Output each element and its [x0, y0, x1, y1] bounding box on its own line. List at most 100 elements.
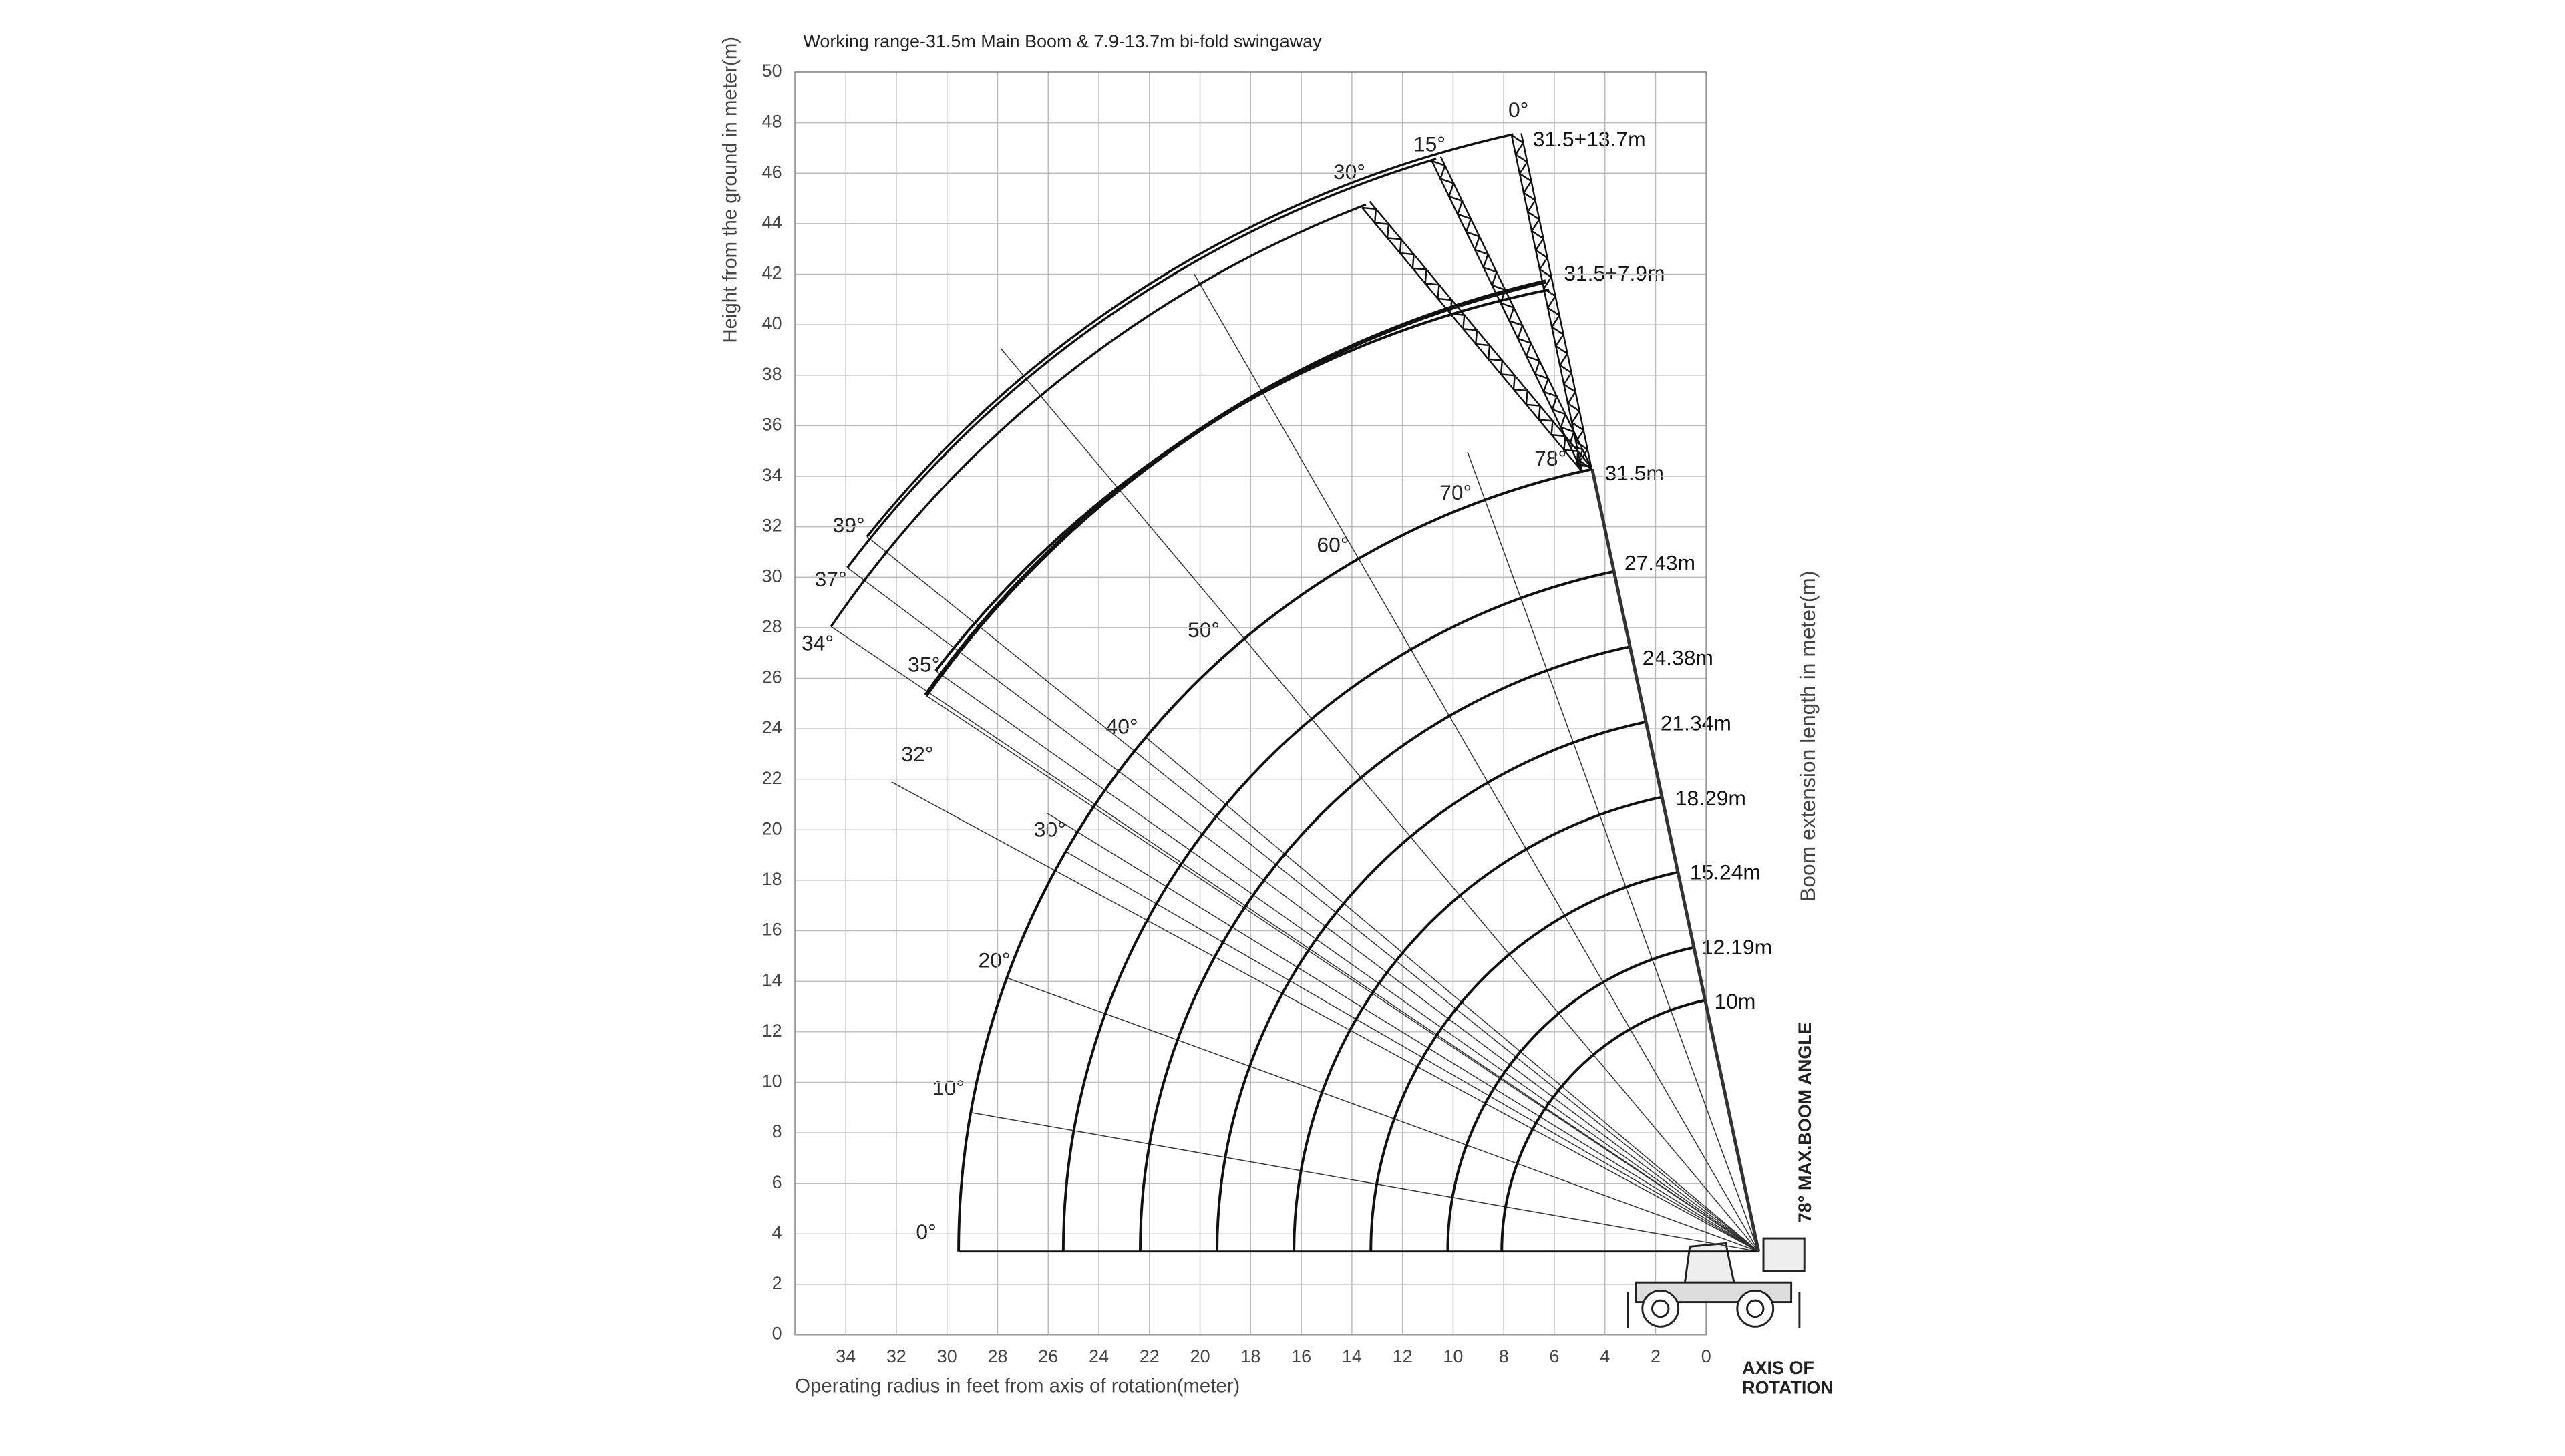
y-tick-label: 2	[772, 1273, 782, 1293]
x-tick-label: 26	[1038, 1346, 1058, 1367]
x-axis-label: Operating radius in feet from axis of ro…	[795, 1375, 1240, 1397]
jib-offset-label: 0°	[1508, 98, 1528, 122]
x-tick-label: 2	[1651, 1346, 1661, 1367]
plot-frame	[794, 71, 1707, 1336]
jib-line	[866, 536, 1759, 1252]
jib-arc	[830, 203, 1367, 628]
lattice-jib	[1510, 133, 1592, 471]
jib-arc	[934, 288, 1550, 672]
boom-angle-label: 0°	[916, 1220, 936, 1244]
jib-line	[935, 670, 1759, 1252]
y-tick-label: 44	[762, 212, 782, 232]
crane	[1627, 1237, 1806, 1328]
x-tick-label: 28	[988, 1346, 1008, 1367]
jib-arc	[866, 133, 1514, 538]
jib-line	[925, 695, 1759, 1252]
boom-angle-label: 20°	[978, 948, 1010, 972]
main-boom	[1590, 468, 1761, 1252]
angle-line	[1007, 977, 1759, 1252]
x-tick-label: 24	[1089, 1346, 1109, 1367]
drawing	[830, 133, 1761, 1253]
y-tick-label: 16	[762, 920, 782, 940]
angle-line	[971, 1111, 1759, 1252]
boom-arc	[1138, 645, 1631, 1252]
boom-length-label: 12.19m	[1701, 935, 1772, 959]
y-tick-label: 24	[762, 717, 782, 737]
y-tick-label: 50	[762, 61, 782, 81]
boom-length-label: 31.5m	[1604, 461, 1663, 485]
boom-arc	[1446, 946, 1695, 1252]
x-tick-label: 8	[1499, 1346, 1509, 1367]
y-axis-label: Height from the ground in meter(m)	[719, 37, 741, 343]
y-tick-label: 34	[762, 465, 782, 485]
y-tick-label: 4	[772, 1222, 782, 1242]
y-tick-label: 32	[762, 516, 782, 536]
y-tick-label: 46	[762, 162, 782, 182]
y-tick-label: 48	[762, 112, 782, 132]
boom-arc	[1293, 795, 1663, 1252]
y-tick-label: 14	[762, 970, 782, 990]
x-tick-label: 12	[1393, 1346, 1413, 1367]
x-tick-label: 6	[1549, 1346, 1559, 1367]
jib-arc	[846, 158, 1437, 569]
jib-end-angle-label: 37°	[815, 567, 847, 591]
y-tick-label: 40	[762, 313, 782, 333]
x-tick-label: 0	[1701, 1346, 1711, 1367]
jib-end-angle-label: 35°	[908, 652, 940, 676]
boom-angle-label: 60°	[1317, 533, 1349, 557]
boom-length-label: 21.34m	[1661, 711, 1731, 735]
y-tick-label: 8	[772, 1121, 782, 1141]
y-tick-label: 30	[762, 566, 782, 586]
y-tick-label: 26	[762, 667, 782, 687]
jib-line	[847, 567, 1759, 1252]
jib-end-angle-label: 32°	[901, 742, 933, 766]
x-tick-label: 4	[1600, 1346, 1610, 1367]
jib-line	[891, 781, 1759, 1252]
boom-angle-label: 10°	[932, 1076, 965, 1100]
boom-angle-label: 50°	[1188, 618, 1220, 642]
y-tick-label: 42	[762, 263, 782, 283]
boom-angle-label: 70°	[1439, 480, 1472, 504]
y-tick-label: 10	[762, 1071, 782, 1091]
lattice-jib	[1361, 200, 1592, 474]
title: Working range-31.5m Main Boom & 7.9-13.7…	[803, 31, 1322, 51]
boom-length-label: 10m	[1715, 989, 1756, 1013]
y-tick-label: 0	[772, 1324, 782, 1344]
angle-line	[1065, 851, 1759, 1252]
boom-length-label: 24.38m	[1643, 646, 1713, 670]
y-tick-label: 20	[762, 818, 782, 838]
y-tick-label: 22	[762, 768, 782, 788]
y-tick-label: 12	[762, 1021, 782, 1041]
x-tick-label: 34	[836, 1346, 856, 1367]
side-label: Boom extension length in meter(m)	[1796, 571, 1820, 902]
x-tick-label: 16	[1291, 1346, 1311, 1367]
jib-end-angle-label: 34°	[802, 631, 834, 655]
boom-angle-label: 78°	[1534, 446, 1566, 470]
jib-length-label: 31.5+7.9m	[1564, 261, 1665, 285]
jib-end-angle-label: 39°	[833, 513, 865, 537]
y-tick-label: 36	[762, 414, 782, 434]
y-tick-label: 6	[772, 1172, 782, 1192]
x-tick-label: 18	[1240, 1346, 1260, 1367]
boom-length-label: 27.43m	[1624, 551, 1695, 575]
boom-arc	[1061, 570, 1614, 1252]
angle-line	[1145, 737, 1759, 1252]
angle-line	[1467, 451, 1759, 1252]
angle-line	[1194, 273, 1759, 1252]
boom-arc	[957, 468, 1593, 1252]
x-tick-label: 10	[1443, 1346, 1463, 1367]
angle-line	[1001, 349, 1759, 1252]
boom-angle-label: 40°	[1106, 714, 1138, 738]
x-tick-label: 22	[1140, 1346, 1160, 1367]
x-tick-label: 14	[1342, 1346, 1362, 1367]
boom-arc	[1216, 720, 1647, 1252]
y-tick-label: 28	[762, 616, 782, 636]
x-tick-label: 32	[886, 1346, 906, 1367]
axis-label: ROTATION	[1742, 1377, 1834, 1397]
boom-arc	[1500, 998, 1706, 1252]
x-tick-label: 20	[1190, 1346, 1210, 1367]
jib-line	[830, 626, 1759, 1252]
lattice-jib	[1431, 156, 1592, 472]
y-tick-label: 38	[762, 364, 782, 384]
